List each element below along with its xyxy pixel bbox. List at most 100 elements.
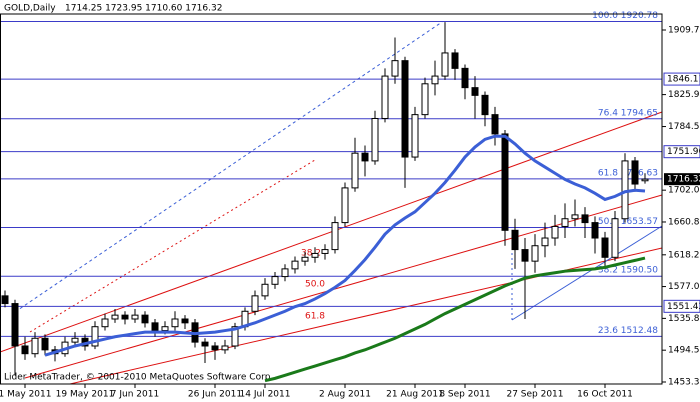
x-tick-label: 1 May 2011	[0, 390, 51, 400]
candle-body	[251, 295, 259, 312]
candle-body	[211, 345, 219, 351]
candle-body	[131, 314, 139, 320]
y-tick-label: 1909.75	[668, 26, 700, 36]
moving-average	[264, 256, 646, 383]
candle-body	[631, 160, 639, 185]
fan-label: 38.2	[301, 249, 321, 259]
x-tick-label: 26 Jun 2011	[188, 390, 242, 400]
footer: Lider MetaTrader, © 2001-2010 MetaQuotes…	[4, 373, 273, 383]
fan-label: 61.8	[305, 312, 325, 322]
candle-body	[601, 237, 609, 258]
price-level-label: 1846.11	[667, 75, 700, 85]
price-level-box	[663, 145, 700, 159]
candle-body	[421, 83, 429, 116]
x-tick-label: 2 Aug 2011	[319, 390, 371, 400]
y-tick-label: 1660.80	[668, 217, 700, 227]
candle-body	[561, 218, 569, 227]
candle-body	[301, 256, 309, 262]
candle-body	[361, 152, 369, 162]
candle-body	[441, 52, 449, 77]
y-tick-label: 1535.80	[668, 314, 700, 324]
price-level-label: 1551.42	[667, 302, 700, 312]
y-tick-label: 1825.98	[668, 90, 700, 100]
candle-body	[331, 222, 339, 251]
candle-body	[621, 160, 629, 220]
candle-body	[381, 75, 389, 119]
candle-body	[551, 225, 559, 239]
candle-body	[491, 114, 499, 135]
candle-body	[271, 276, 279, 285]
candle-body	[351, 152, 359, 189]
candle-body	[391, 60, 399, 77]
candle-body	[341, 187, 349, 224]
candle-body	[31, 337, 39, 355]
x-tick-label: 21 Aug 2011	[386, 390, 444, 400]
candle-body	[111, 314, 119, 320]
candle-body	[511, 229, 519, 251]
candle-body	[141, 314, 149, 324]
current-price-label: 1716.32	[667, 175, 700, 185]
trendline	[29, 159, 316, 333]
candle-body	[11, 303, 19, 347]
y-tick-label: 1784.55	[668, 122, 700, 132]
fan-label: 50.0	[305, 280, 325, 290]
candle-body	[1, 295, 9, 305]
moving-average	[44, 134, 646, 357]
price-level-box	[663, 72, 700, 86]
candle-body	[451, 52, 459, 69]
x-tick-label: 14 Jul 2011	[240, 390, 291, 400]
y-tick-label: 1702.05	[668, 186, 700, 196]
candle-body	[231, 326, 239, 347]
candle-body	[311, 252, 319, 258]
trendline	[24, 194, 663, 379]
price-level-label: 1751.96	[667, 147, 700, 157]
chart-title: GOLD,Daily	[4, 4, 56, 14]
candle-body	[541, 237, 549, 247]
trendline	[511, 225, 663, 321]
candle-body	[481, 94, 489, 116]
quote-text: 1714.25 1723.95 1710.60 1716.32	[65, 4, 222, 14]
candle-body	[261, 283, 269, 297]
candle-body	[501, 133, 509, 231]
x-tick-label: 7 Jun 2011	[111, 390, 159, 400]
plot-frame	[0, 13, 663, 385]
y-tick-label: 1453.30	[668, 377, 700, 387]
price-level-box	[663, 299, 700, 313]
fib-label: 38.2 1590.50	[598, 266, 658, 276]
candle-body	[591, 222, 599, 239]
candle-body	[461, 67, 469, 89]
candle-body	[221, 345, 229, 351]
fib-label: 76.4 1794.65	[598, 108, 658, 118]
candle-body	[151, 322, 159, 332]
x-tick-label: 27 Sep 2011	[506, 390, 563, 400]
x-tick-label: 19 May 2011	[56, 390, 115, 400]
trendline	[14, 21, 443, 313]
candle-body	[371, 117, 379, 162]
x-tick-label: 16 Oct 2011	[577, 390, 633, 400]
y-tick-label: 1618.23	[668, 250, 700, 260]
y-tick-label: 1577.05	[668, 282, 700, 292]
candle-body	[171, 318, 179, 328]
y-tick-label: 1494.55	[668, 346, 700, 356]
candle-body	[401, 60, 409, 158]
candle-body	[181, 318, 189, 324]
fib-label: 23.6 1512.48	[598, 326, 658, 336]
candle-body	[281, 268, 289, 278]
current-price-box	[664, 173, 700, 186]
candle-body	[291, 260, 299, 270]
candle-body	[571, 214, 579, 220]
candle-body	[121, 314, 129, 320]
candle-body	[101, 318, 109, 328]
candle-body	[431, 75, 439, 85]
candle-body	[471, 87, 479, 96]
candle-body	[411, 114, 419, 158]
candle-body	[41, 337, 49, 351]
candle-body	[91, 326, 99, 347]
candle-body	[581, 214, 589, 224]
fib-label: 50.0 1653.57	[598, 217, 658, 227]
candle-body	[641, 178, 649, 182]
candle-body	[161, 326, 169, 332]
candle-body	[531, 245, 539, 262]
